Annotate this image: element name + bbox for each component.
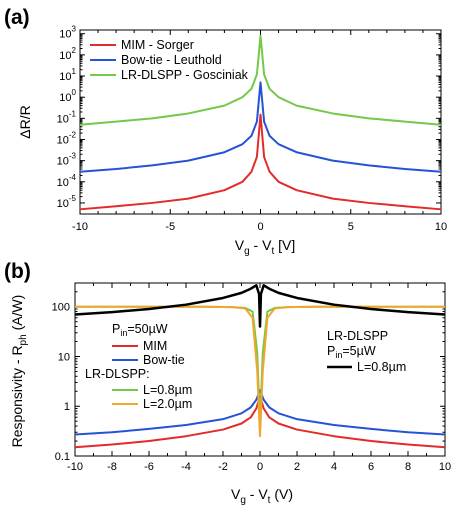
x-tick-label: 5	[348, 221, 354, 233]
x-tick-label: 4	[331, 461, 337, 473]
legend-b-label-l08: L=0.8µm	[143, 383, 192, 397]
x-tick-label: 10	[439, 461, 451, 473]
series-line-b-1	[74, 389, 446, 436]
y-tick-label: 103	[59, 25, 76, 41]
series-line-a-2	[79, 34, 442, 126]
plot-a-ticks	[79, 30, 442, 214]
x-tick-label: -10	[67, 461, 83, 473]
y-tick-label: 100	[59, 88, 76, 104]
plot-b-x-axis-label: Vg - Vt (V)	[231, 486, 293, 506]
legend-b-label-l20: L=2.0µm	[143, 397, 192, 411]
x-tick-label: -5	[165, 221, 175, 233]
plot-b-ticks	[74, 282, 446, 457]
legend-b-right-title: LR-DLSPP	[327, 329, 388, 343]
plot-a-series	[79, 34, 442, 211]
x-tick-label: -2	[218, 461, 228, 473]
x-tick-label: 0	[257, 221, 263, 233]
x-tick-label: 8	[405, 461, 411, 473]
y-tick-label: 0.1	[55, 451, 70, 463]
legend-b-lrdlspp-label: LR-DLSPP:	[85, 367, 150, 381]
x-tick-label: -10	[72, 221, 88, 233]
plot-a-x-axis-label: Vg - Vt [V]	[235, 237, 295, 257]
x-tick-label: 10	[435, 221, 447, 233]
legend-a-label-2: LR-DLSPP - Gosciniak	[121, 68, 249, 82]
legend-b-label-mim: MIM	[143, 339, 167, 353]
plot-b-x-tick-labels: -10 -8 -6 -4 -2 0 2 4 6 8 10	[67, 461, 451, 473]
y-tick-label: 100	[52, 302, 70, 314]
legend-b-power-label: Pin=50µW	[112, 322, 168, 338]
plot-a: -10 -5 0 5 10 10310210110010-110-210-310-410…	[57, 25, 448, 233]
series-line-a-1	[79, 81, 442, 173]
legend-a-label-0: MIM - Sorger	[121, 38, 194, 52]
plot-a-y-axis-label: ΔR/R	[17, 105, 33, 138]
series-line-b-0	[74, 395, 446, 449]
x-tick-label: 2	[294, 461, 300, 473]
plot-a-x-tick-labels: -10 -5 0 5 10	[72, 221, 447, 233]
y-tick-label: 10-1	[57, 109, 77, 125]
y-tick-label: 10-4	[57, 173, 77, 189]
y-tick-label: 10	[58, 351, 70, 363]
panel-b-label: (b)	[4, 260, 31, 283]
legend-b-label-black: L=0.8µm	[357, 360, 406, 374]
y-tick-label: 10-5	[57, 194, 77, 210]
y-tick-label: 102	[59, 46, 76, 62]
plot-b-legend-right: LR-DLSPP Pin=5µW L=0.8µm	[327, 329, 406, 374]
y-tick-label: 10-3	[57, 152, 77, 168]
legend-b-label-bowtie: Bow-tie	[143, 353, 185, 367]
plot-b-y-tick-labels: 100 10 1 0.1	[52, 302, 70, 463]
legend-a-label-1: Bow-tie - Leuthold	[121, 53, 222, 67]
x-tick-label: -8	[107, 461, 117, 473]
y-tick-label: 1	[64, 401, 70, 413]
plot-a-y-tick-labels: 103 102 101 100 10-1 10-2 10-3 10-4 10-5	[57, 25, 77, 210]
series-line-b-3	[75, 305, 445, 438]
plot-b: -10 -8 -6 -4 -2 0 2 4 6 8 10 100 10 1 0.1	[52, 282, 451, 473]
plot-b-legend-left: Pin=50µW MIM Bow-tie LR-DLSPP: L=0.8µm L…	[85, 322, 192, 411]
plot-a-legend: MIM - Sorger Bow-tie - Leuthold LR-DLSPP…	[90, 38, 249, 82]
y-tick-label: 101	[59, 67, 76, 83]
plot-b-y-axis-label: Responsivity - Rph (A/W)	[9, 295, 29, 448]
x-tick-label: 6	[368, 461, 374, 473]
plot-b-series	[74, 284, 446, 449]
panel-a-label: (a)	[4, 6, 30, 29]
series-line-b-4	[74, 284, 446, 328]
x-tick-label: -4	[181, 461, 191, 473]
legend-b-right-power: Pin=5µW	[327, 344, 376, 360]
series-line-a-0	[79, 113, 442, 211]
x-tick-label: 0	[257, 461, 263, 473]
x-tick-label: -6	[144, 461, 154, 473]
y-tick-label: 10-2	[57, 130, 77, 146]
